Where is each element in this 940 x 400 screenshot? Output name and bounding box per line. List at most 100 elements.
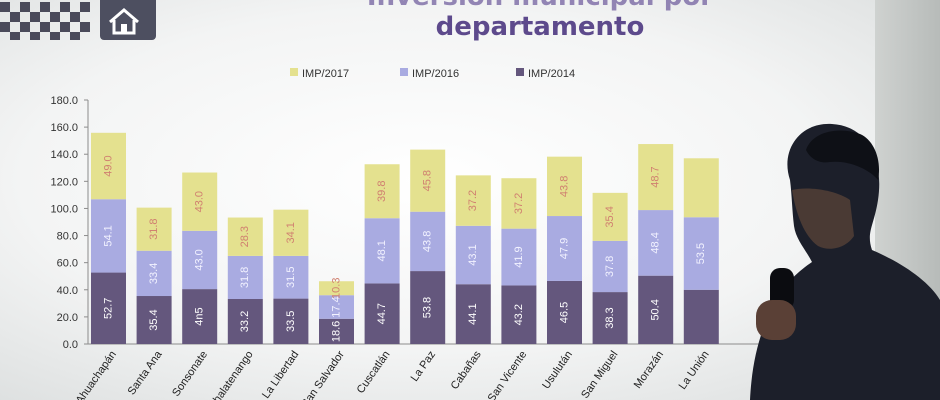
data-label-imp2014: 33.2 — [239, 311, 251, 332]
bar-imp2016 — [227, 255, 263, 299]
y-tick-label: 100.0 — [50, 203, 78, 215]
bar-imp2014 — [364, 283, 400, 344]
data-label-imp2016: 54.1 — [102, 225, 114, 246]
data-label-imp2014: 46.5 — [558, 302, 570, 323]
data-label-imp2016: 31.8 — [239, 267, 251, 288]
bar-imp2017 — [410, 149, 446, 212]
data-label-imp2016: 47.9 — [558, 238, 570, 259]
data-label-imp2017: 35.4 — [604, 206, 616, 227]
x-tick-label: La Libertad — [260, 349, 301, 400]
bar-imp2017 — [319, 281, 354, 296]
data-label-imp2016: 41.9 — [513, 246, 525, 267]
legend-label: IMP/2014 — [528, 68, 575, 80]
y-tick-label: 120.0 — [50, 176, 78, 188]
bar-imp2017 — [592, 192, 628, 241]
slide-title-line2: departamento — [435, 12, 645, 42]
data-label-imp2016: 48.4 — [650, 232, 662, 253]
data-label-imp2016: 53.5 — [695, 243, 707, 264]
data-label-imp2014: 53.8 — [422, 297, 434, 318]
bar-imp2017 — [91, 132, 126, 200]
bar-imp2016 — [273, 255, 309, 299]
bar-imp2017 — [364, 164, 400, 219]
bar-imp2016 — [182, 230, 218, 290]
x-tick-label: San Miguel — [579, 349, 620, 400]
data-label-imp2014: 18.6 — [330, 321, 342, 342]
x-tick-label: San Vicente — [486, 349, 530, 400]
data-label-imp2017: 28.3 — [239, 226, 251, 247]
bar-imp2014 — [638, 275, 674, 344]
bar-imp2017 — [273, 209, 309, 256]
bar-imp2014 — [136, 296, 172, 344]
y-tick-label: 40.0 — [57, 285, 78, 297]
x-tick-label: San Salvador — [299, 349, 347, 400]
x-tick-label: Usulután — [540, 349, 575, 391]
data-label-imp2016: 37.8 — [604, 256, 616, 277]
bar-imp2017 — [455, 175, 491, 226]
data-label-imp2016: 33.4 — [148, 263, 160, 284]
y-tick-label: 20.0 — [57, 312, 78, 324]
data-label-imp2014: 52.7 — [102, 298, 114, 319]
data-label-imp2016: 17.4 — [330, 296, 342, 317]
data-label-imp2017: 43.0 — [194, 191, 206, 212]
data-label-imp2017: 34.1 — [285, 222, 297, 243]
bar-imp2014 — [547, 280, 582, 344]
bar-imp2014 — [501, 285, 537, 344]
x-tick-label: Santa Ana — [126, 348, 165, 397]
data-label-imp2016: 43.0 — [194, 249, 206, 270]
y-tick-label: 0.0 — [63, 339, 78, 351]
bar-imp2014 — [319, 318, 354, 344]
data-label-imp2014: 43.2 — [513, 304, 525, 325]
data-label-imp2014: 35.4 — [148, 309, 160, 330]
bar-imp2014 — [91, 272, 126, 344]
data-label-imp2017: 31.8 — [148, 218, 160, 239]
data-label-imp2017: 37.2 — [467, 190, 479, 211]
bar-imp2014 — [227, 298, 263, 344]
chart-legend: IMP/2017 IMP/2016 IMP/2014 — [290, 68, 575, 80]
bar-imp2016 — [455, 225, 491, 285]
data-label-imp2017: 48.7 — [650, 166, 662, 187]
bar-imp2017 — [136, 207, 172, 251]
data-label-imp2014: 44.7 — [376, 303, 388, 324]
data-label-imp2017: 10.3 — [330, 278, 342, 299]
bar-imp2017 — [638, 144, 674, 211]
data-label-imp2014: 38.3 — [604, 307, 616, 328]
data-label-imp2017: 43.8 — [558, 176, 570, 197]
x-tick-label: Cabañas — [449, 348, 484, 391]
bar-imp2017 — [227, 217, 263, 256]
legend-label: IMP/2016 — [412, 68, 459, 80]
y-tick-label: 80.0 — [57, 231, 78, 243]
bar-imp2016 — [501, 228, 537, 286]
x-tick-label: Cuscatlán — [355, 349, 393, 396]
legend-swatch — [290, 68, 298, 76]
bar-imp2014 — [455, 284, 491, 344]
slide-title: Inversión municipal por departamento — [360, 0, 720, 42]
slide-title-line1: Inversión municipal por — [360, 0, 720, 12]
bar-imp2016 — [319, 295, 354, 319]
logo — [0, 0, 156, 40]
bar-imp2016 — [683, 217, 719, 290]
data-label-imp2017: 49.0 — [102, 155, 114, 176]
data-label-imp2016: 48.1 — [376, 240, 388, 261]
bar-imp2016 — [547, 216, 582, 281]
bar-imp2017 — [182, 172, 218, 231]
data-label-imp2014: 44.1 — [467, 303, 479, 324]
bar-imp2017 — [683, 158, 719, 218]
x-tick-label: La Paz — [409, 349, 438, 384]
data-label-imp2017: 39.8 — [376, 181, 388, 202]
data-label-imp2014: 50.4 — [650, 299, 662, 320]
bar-imp2014 — [182, 289, 218, 344]
bar-imp2016 — [364, 218, 400, 284]
y-tick-label: 140.0 — [50, 149, 78, 161]
y-axis: 0.0 20.0 40.0 60.0 80.0 100.0 120.0 140.0 160.0 1… — [50, 95, 790, 351]
data-label-imp2017: 45.8 — [422, 170, 434, 191]
house-icon — [100, 0, 156, 40]
data-label-imp2014: 33.5 — [285, 311, 297, 332]
x-axis-labels: Ahuachapán Santa Ana SonsonateChalatenango… — [74, 348, 712, 400]
bar-imp2014 — [273, 298, 309, 344]
data-label-imp2016: 43.8 — [422, 231, 434, 252]
legend-swatch — [516, 68, 524, 76]
bar-imp2014 — [410, 271, 446, 344]
data-label-imp2016: 31.5 — [285, 267, 297, 288]
data-label-imp2017: 37.2 — [513, 193, 525, 214]
y-tick-label: 60.0 — [57, 258, 78, 270]
